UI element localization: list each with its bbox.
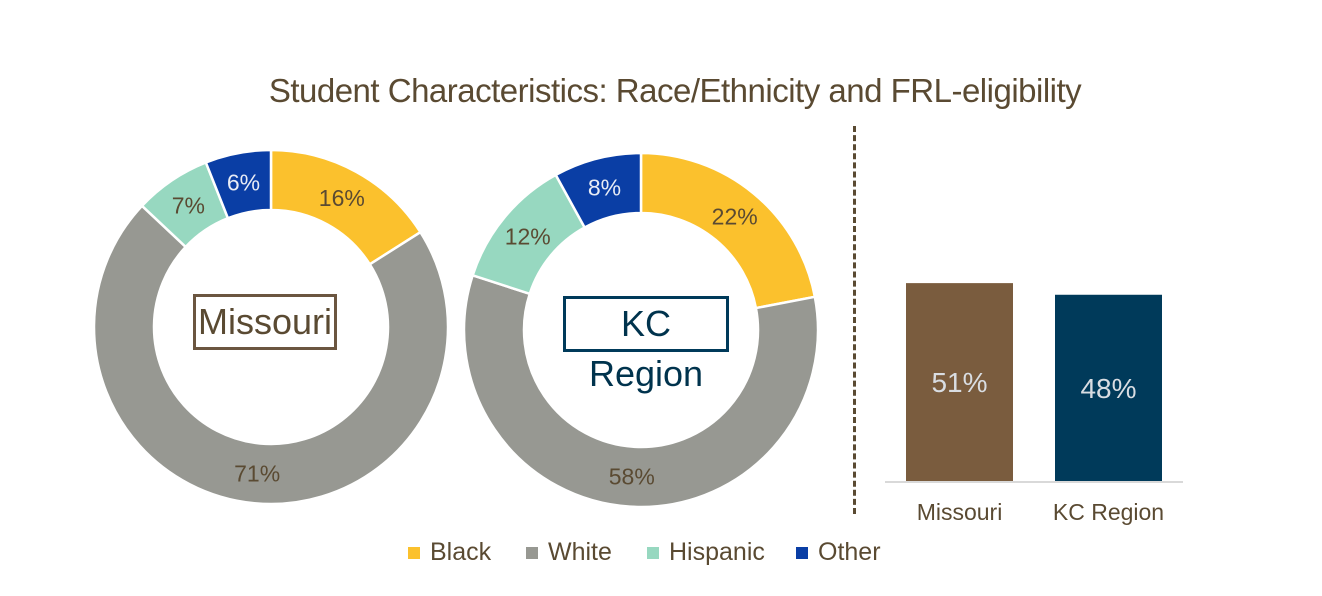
legend-item-other: Other — [796, 538, 881, 567]
missouri-center-label: Missouri — [193, 294, 337, 350]
kc-region-slice-white — [462, 273, 820, 509]
missouri-slice-white — [92, 204, 450, 506]
legend-item-white: White — [526, 538, 612, 567]
missouri-label-other: 6% — [227, 170, 260, 196]
section-divider — [853, 126, 856, 514]
kc-region-slice-other — [554, 151, 643, 230]
legend-item-hispanic: Hispanic — [647, 538, 765, 567]
kc-region-center-label: KC Region — [563, 296, 729, 394]
kc-region-label-other: 8% — [588, 175, 621, 201]
legend: Black White Hispanic Other — [0, 538, 1322, 568]
legend-label-other: Other — [818, 538, 881, 566]
kc-region-label-black: 22% — [712, 204, 758, 230]
missouri-label-hispanic: 7% — [172, 192, 205, 218]
kc-region-label-hispanic: 12% — [505, 223, 551, 249]
legend-swatch-hispanic — [647, 546, 659, 559]
bar-kc-region — [1055, 294, 1162, 481]
legend-label-black: Black — [430, 538, 492, 566]
kc-region-label-white: 58% — [609, 464, 655, 490]
kc-region-slice-black — [639, 151, 817, 310]
bar-missouri — [906, 283, 1013, 481]
bar-value-label-missouri: 51% — [931, 367, 987, 398]
missouri-label-black: 16% — [319, 185, 365, 211]
bar-category-label-missouri: Missouri — [917, 499, 1003, 525]
bar-category-label-kc-region: KC Region — [1053, 499, 1164, 525]
chart-title: Student Characteristics: Race/Ethnicity … — [268, 72, 1082, 109]
missouri-slice-other — [204, 148, 273, 220]
legend-swatch-white — [526, 546, 538, 559]
bar-value-label-kc-region: 48% — [1080, 373, 1136, 404]
missouri-label-white: 71% — [234, 460, 280, 486]
legend-swatch-other — [796, 546, 808, 559]
legend-swatch-black — [408, 546, 420, 559]
legend-label-hispanic: Hispanic — [669, 538, 765, 566]
legend-label-white: White — [548, 538, 612, 566]
legend-item-black: Black — [408, 538, 491, 567]
